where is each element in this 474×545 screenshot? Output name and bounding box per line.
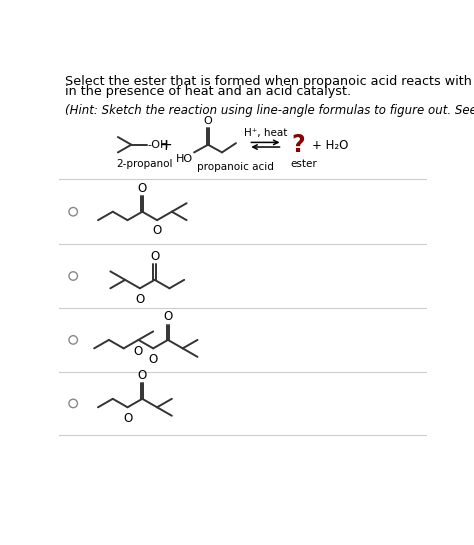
Text: O: O xyxy=(137,182,147,195)
Text: 2-propanol: 2-propanol xyxy=(116,159,173,168)
Text: -OH: -OH xyxy=(147,141,169,150)
Text: propanoic acid: propanoic acid xyxy=(197,162,274,172)
Text: O: O xyxy=(137,369,147,382)
Text: O: O xyxy=(164,310,173,323)
Text: +: + xyxy=(160,138,173,153)
Text: HO: HO xyxy=(175,154,192,164)
Text: O: O xyxy=(134,344,143,358)
Text: O: O xyxy=(153,224,162,237)
Text: ?: ? xyxy=(291,134,305,158)
Circle shape xyxy=(69,272,77,280)
Text: O: O xyxy=(148,353,158,366)
Text: ester: ester xyxy=(290,159,317,168)
Text: O: O xyxy=(135,293,145,306)
Text: (Hint: Sketch the reaction using line-angle formulas to figure out. See below.): (Hint: Sketch the reaction using line-an… xyxy=(65,104,474,117)
Text: O: O xyxy=(204,116,212,126)
Text: H⁺, heat: H⁺, heat xyxy=(244,128,287,138)
Circle shape xyxy=(69,336,77,344)
Text: + H₂O: + H₂O xyxy=(312,139,348,152)
Text: O: O xyxy=(123,412,132,425)
Circle shape xyxy=(69,208,77,216)
Text: in the presence of heat and an acid catalyst.: in the presence of heat and an acid cata… xyxy=(65,86,352,99)
Text: Select the ester that is formed when propanoic acid reacts with 2-propanol: Select the ester that is formed when pro… xyxy=(65,75,474,88)
Circle shape xyxy=(69,399,77,408)
Text: O: O xyxy=(150,250,159,263)
